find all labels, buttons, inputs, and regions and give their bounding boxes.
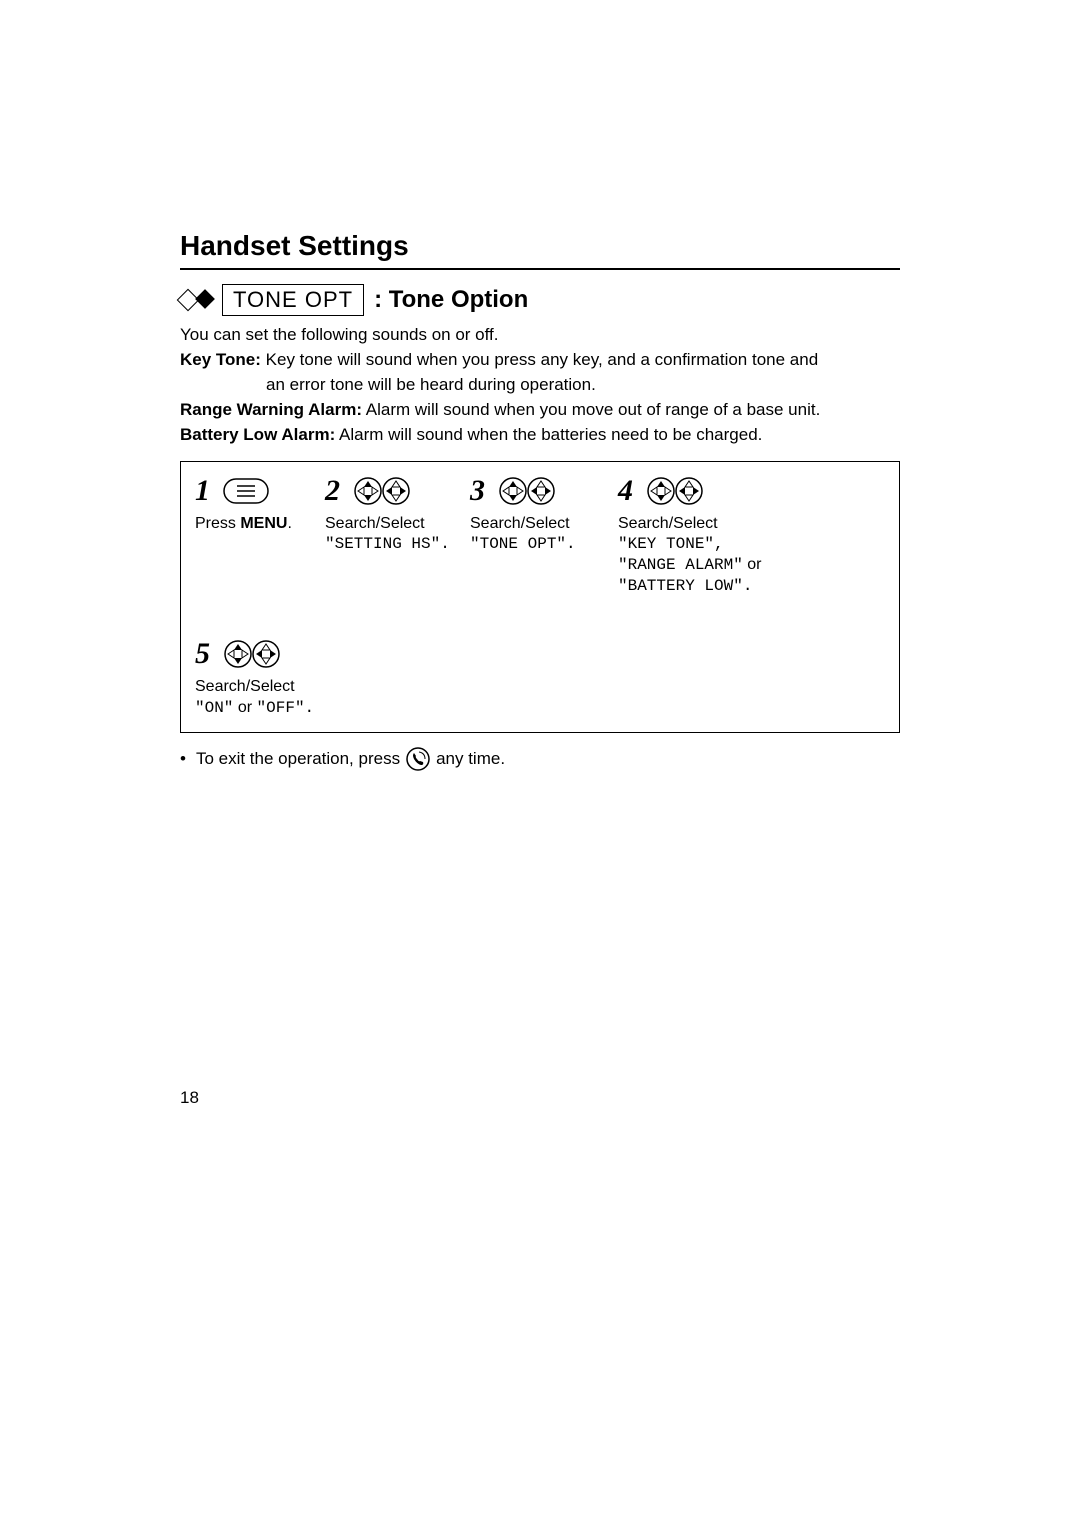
step2-line1: Search/Select	[325, 514, 470, 535]
menu-button-icon	[223, 478, 269, 504]
step5-off: "OFF".	[257, 699, 315, 717]
keytone-def-cont: an error tone will be heard during opera…	[180, 374, 900, 397]
keytone-def: Key Tone: Key tone will sound when you p…	[180, 349, 900, 372]
step-text: Search/Select "SETTING HS".	[325, 514, 470, 556]
step5-line2: "ON" or "OFF".	[195, 698, 470, 719]
exit-pre: To exit the operation, press	[196, 749, 400, 769]
lcd-display-box: TONE OPT	[222, 284, 364, 316]
diamond-bullet-icon	[180, 292, 212, 308]
step-number: 3	[470, 474, 490, 508]
step4-line3-or: or	[743, 556, 762, 573]
subheading-row: TONE OPT : Tone Option	[180, 284, 900, 316]
step-text: Search/Select "KEY TONE", "RANGE ALARM" …	[618, 514, 885, 597]
step-text: Press MENU.	[195, 514, 325, 535]
step4-line3: "RANGE ALARM" or	[618, 555, 885, 576]
step-text: Search/Select "TONE OPT".	[470, 514, 618, 556]
step1-bold: MENU	[240, 515, 287, 532]
step4-line1: Search/Select	[618, 514, 885, 535]
page-number: 18	[180, 1088, 199, 1108]
battery-def: Battery Low Alarm: Alarm will sound when…	[180, 424, 900, 447]
step3-line1: Search/Select	[470, 514, 618, 535]
nav-search-icon	[223, 639, 281, 669]
step5-line1: Search/Select	[195, 677, 470, 698]
step-number: 4	[618, 474, 638, 508]
step-3: 3	[470, 472, 618, 597]
nav-search-icon	[646, 476, 704, 506]
intro-line: You can set the following sounds on or o…	[180, 324, 900, 347]
nav-search-icon	[498, 476, 556, 506]
bullet-icon: •	[180, 749, 190, 769]
section-rule	[180, 268, 900, 270]
range-label: Range Warning Alarm:	[180, 400, 362, 419]
keytone-text1: Key tone will sound when you press any k…	[261, 350, 818, 369]
step5-or: or	[233, 699, 256, 716]
step-5: 5	[195, 635, 470, 719]
step4-line2: "KEY TONE",	[618, 534, 885, 555]
step-2: 2	[325, 472, 470, 597]
steps-grid: 1 Press MENU.	[195, 472, 885, 719]
step-number: 5	[195, 637, 215, 671]
range-def: Range Warning Alarm: Alarm will sound wh…	[180, 399, 900, 422]
step1-pre: Press	[195, 515, 240, 532]
section-title: Handset Settings	[180, 230, 900, 262]
manual-page: Handset Settings TONE OPT : Tone Option …	[0, 0, 1080, 1528]
intro-text: You can set the following sounds on or o…	[180, 324, 900, 447]
step4-line3-mono: "RANGE ALARM"	[618, 556, 743, 574]
step1-post: .	[287, 515, 291, 532]
step-number: 2	[325, 474, 345, 508]
nav-search-icon	[353, 476, 411, 506]
step5-on: "ON"	[195, 699, 233, 717]
step-1: 1 Press MENU.	[195, 472, 325, 597]
keytone-text2: an error tone will be heard during opera…	[180, 374, 900, 397]
keytone-label: Key Tone:	[180, 350, 261, 369]
step2-line2: "SETTING HS".	[325, 534, 470, 555]
range-text: Alarm will sound when you move out of ra…	[362, 400, 820, 419]
battery-text: Alarm will sound when the batteries need…	[335, 425, 762, 444]
step4-line4: "BATTERY LOW".	[618, 576, 885, 597]
exit-note: • To exit the operation, press any time.	[180, 747, 900, 771]
step3-line2: "TONE OPT".	[470, 534, 618, 555]
battery-label: Battery Low Alarm:	[180, 425, 335, 444]
step-text: Search/Select "ON" or "OFF".	[195, 677, 470, 719]
subheading-title: : Tone Option	[374, 286, 528, 314]
step-number: 1	[195, 474, 215, 508]
step-4: 4	[618, 472, 885, 597]
steps-box: 1 Press MENU.	[180, 461, 900, 734]
lcd-display-text: TONE OPT	[233, 287, 353, 312]
talk-button-icon	[406, 747, 430, 771]
exit-post: any time.	[436, 749, 505, 769]
